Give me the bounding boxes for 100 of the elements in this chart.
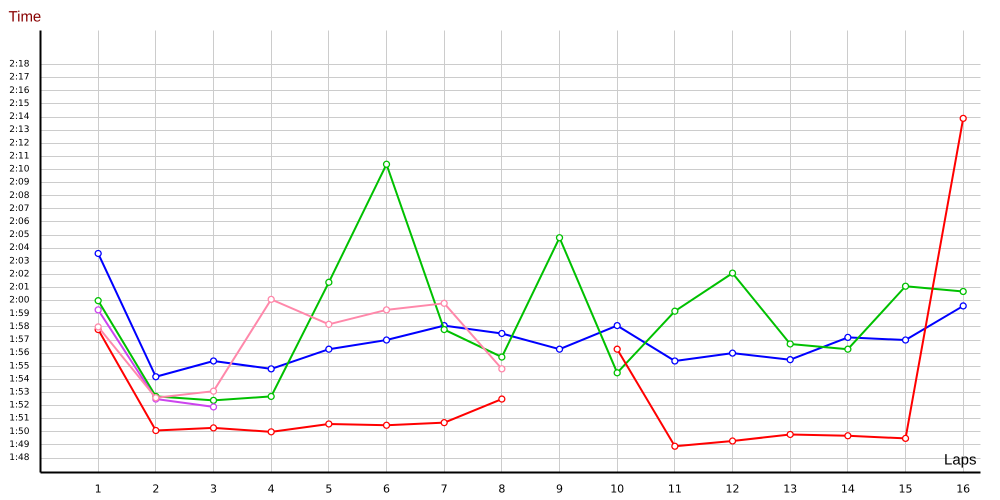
y-tick-label: 2:10 [9,164,30,175]
x-tick-label: 3 [210,482,218,496]
point [325,420,332,428]
point [382,306,390,314]
point [902,434,910,442]
point [728,437,736,445]
point [614,346,621,353]
point [210,403,218,411]
y-tick-label: 1:58 [9,322,30,332]
y-tick-label: 1:50 [9,426,30,437]
y-tick-label: 1:57 [9,335,30,346]
point [960,302,967,310]
y-tick-label: 2:00 [9,296,30,306]
point [960,114,967,122]
point [671,308,679,315]
point [960,288,967,296]
y-tick-label: 2:09 [9,178,30,188]
y-tick-label: 2:01 [9,282,30,293]
y-tick-label: 1:52 [9,400,30,411]
point [94,250,102,258]
y-tick-label: 2:03 [9,256,30,266]
y-tick-label: 1:56 [9,348,30,358]
y-tick-label: 2:18 [9,60,30,70]
point [382,422,390,429]
point [498,353,506,361]
point [614,322,621,330]
y-tick-label: 1:55 [9,361,30,372]
point [210,357,218,365]
point [210,424,218,432]
y-tick-label: 2:16 [9,86,30,96]
y-tick-label: 2:05 [9,230,30,240]
y-tick-label: 1:53 [9,387,30,398]
point [268,296,275,304]
point [786,356,794,364]
x-tick-label: 7 [440,482,448,496]
x-axis-title: Laps [944,452,977,468]
x-tick-label: 13 [783,482,798,496]
point [844,432,852,440]
y-tick-label: 1:59 [9,308,30,319]
x-tick-label: 5 [325,482,332,496]
point [325,320,332,328]
y-tick-label: 2:12 [9,138,30,148]
x-tick-label: 12 [726,482,740,496]
y-tick-label: 2:11 [9,151,30,162]
point [268,392,275,400]
x-tick-label: 1 [94,482,102,496]
x-tick-label: 6 [383,482,390,496]
point [786,430,794,438]
y-tick-label: 2:14 [9,112,30,122]
y-tick-label: 2:17 [9,72,30,83]
point [268,428,275,436]
x-tick-label: 8 [498,482,506,496]
y-tick-label: 2:02 [9,269,30,280]
point [728,350,736,357]
y-tick-label: 1:54 [9,374,30,384]
y-tick-label: 2:04 [9,243,30,254]
point [325,278,332,286]
x-tick-label: 14 [840,482,855,496]
point [844,334,852,342]
x-tick-label: 11 [668,482,682,496]
x-tick-label: 15 [898,482,913,496]
x-tick-label: 4 [268,482,275,496]
point [440,326,448,334]
point [382,336,390,344]
x-tick-label: 2 [152,482,160,496]
point [902,336,910,344]
y-tick-label: 2:08 [9,190,30,201]
point [152,426,160,434]
point [556,234,564,242]
point [210,396,218,404]
point [268,365,275,373]
y-tick-label: 2:13 [9,125,30,136]
point [614,369,621,376]
point [210,388,218,395]
point [728,269,736,277]
point [844,346,852,353]
point [152,373,160,380]
point [325,346,332,353]
point [94,323,102,331]
point [382,160,390,168]
y-axis-title: Time [8,8,42,26]
point [498,395,506,403]
point [498,330,506,338]
point [440,419,448,426]
y-tick-label: 2:15 [9,98,30,109]
y-tick-label: 1:51 [9,414,30,424]
point [902,282,910,290]
x-tick-label: 16 [956,482,970,496]
y-tick-label: 2:07 [9,204,30,214]
point [786,340,794,348]
point [94,297,102,304]
y-tick-label: 1:49 [9,440,30,450]
point [440,300,448,307]
point [556,346,564,353]
y-tick-label: 1:48 [9,453,30,464]
point [94,306,102,314]
y-tick-label: 2:06 [9,216,30,227]
point [671,442,679,450]
point [671,357,679,365]
point [498,365,506,373]
